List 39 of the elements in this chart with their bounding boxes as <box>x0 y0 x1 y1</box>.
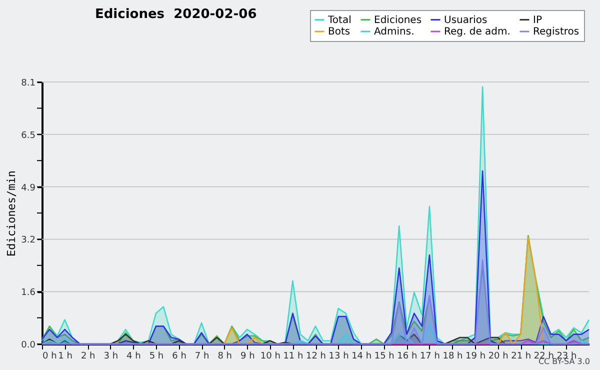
legend-label: Ediciones <box>374 14 422 26</box>
x-tick-label: 10 h <box>260 352 280 362</box>
x-tick-label: 15 h <box>374 352 394 362</box>
x-tick-label: 17 h <box>420 352 440 362</box>
x-tick-label: 11 h <box>283 352 304 362</box>
x-tick-label: 19 h <box>466 352 486 362</box>
y-tick-label: 1.6 <box>21 288 36 298</box>
legend-label: Bots <box>328 26 350 38</box>
x-tick-label: 7 h <box>194 352 210 362</box>
x-tick-label: 4 h <box>126 352 141 362</box>
legend-label: Usuarios <box>444 14 488 26</box>
x-tick-label: 2 h <box>80 352 96 362</box>
legend-label: Registros <box>533 26 580 38</box>
x-tick-label: 5 h <box>149 352 164 362</box>
legend-label: IP <box>533 14 542 26</box>
x-tick-label: 12 h <box>306 352 326 362</box>
legend-label: Reg. de adm. <box>444 26 510 38</box>
chart-title: Ediciones 2020-02-06 <box>95 7 257 22</box>
legend-label: Total <box>327 14 352 26</box>
y-tick-label: 4.9 <box>21 183 36 194</box>
x-tick-label: 21 h <box>511 352 532 362</box>
y-tick-label: 8.1 <box>21 78 36 88</box>
x-tick-label: 14 h <box>352 352 372 362</box>
x-tick-label: 3 h <box>104 352 118 362</box>
x-tick-label: 6 h <box>172 352 186 362</box>
x-tick-label: 8 h <box>218 352 232 362</box>
x-tick-label: 20 h <box>488 352 508 362</box>
text: CC BY-SA 3.0 <box>538 357 590 366</box>
x-tick-label: 13 h <box>328 352 349 362</box>
x-tick-label: 18 h <box>442 352 463 362</box>
y-tick-label: 3.2 <box>21 236 36 246</box>
legend-label: Admins. <box>374 26 414 38</box>
x-tick-label: 0 h <box>42 352 57 362</box>
x-tick-label: 9 h <box>240 352 255 362</box>
y-axis-title: Ediciones/min <box>5 170 18 257</box>
x-tick-label: 1 h <box>58 352 72 362</box>
y-tick-label: 6.5 <box>21 130 36 141</box>
y-tick-label: 0.0 <box>21 340 36 350</box>
x-tick-label: 16 h <box>397 352 418 362</box>
